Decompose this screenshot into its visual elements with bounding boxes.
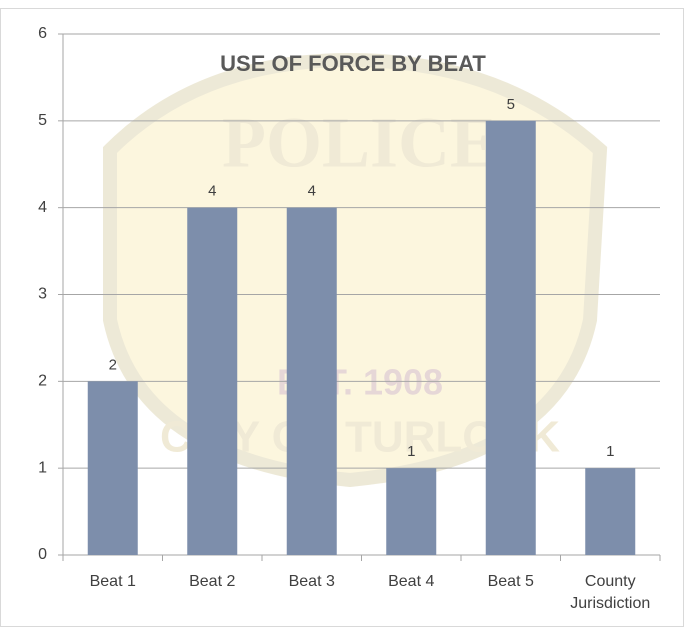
data-label: 4 — [208, 183, 216, 200]
x-tick-label: County Jurisdiction — [570, 573, 651, 612]
bar — [87, 381, 138, 555]
x-tick-label: Beat 1 — [89, 573, 136, 590]
x-tick-label: Beat 3 — [288, 573, 335, 590]
y-tick-label: 3 — [38, 286, 47, 303]
y-tick-label: 0 — [38, 546, 47, 563]
bar — [286, 207, 337, 555]
y-tick-label: 2 — [38, 373, 47, 390]
y-tick-label: 6 — [38, 25, 47, 42]
x-tick-label: Beat 5 — [487, 573, 534, 590]
bar — [187, 207, 238, 555]
x-tick-label: Beat 4 — [388, 573, 435, 590]
data-label: 2 — [109, 356, 117, 373]
bar — [585, 468, 636, 555]
bar — [386, 468, 437, 555]
y-tick-label: 1 — [38, 459, 47, 476]
data-label: 5 — [507, 96, 515, 113]
chart-title: USE OF FORCE BY BEAT — [220, 51, 486, 76]
x-tick-label: Beat 2 — [189, 573, 236, 590]
y-tick-label: 5 — [38, 112, 47, 129]
data-label: 4 — [308, 183, 316, 200]
y-tick-label: 4 — [38, 199, 47, 216]
data-label: 1 — [407, 443, 415, 460]
data-label: 1 — [606, 443, 614, 460]
bar — [485, 120, 536, 555]
badge-title: POLICE — [222, 103, 498, 183]
